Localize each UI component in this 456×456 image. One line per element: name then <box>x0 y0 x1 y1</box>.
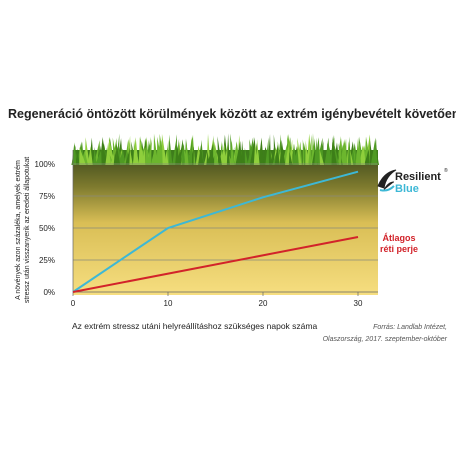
y-tick-label: 100% <box>35 160 55 169</box>
grass-blade <box>214 144 219 165</box>
grass-blade <box>308 134 312 165</box>
grass-blade <box>217 136 222 165</box>
grass-blade <box>305 140 309 165</box>
grass-blade <box>297 137 302 165</box>
logo-text: Resilient <box>395 171 441 183</box>
grass-blade <box>328 145 332 165</box>
plot-background <box>73 150 378 295</box>
grass-blade <box>206 143 214 165</box>
grass-blade <box>162 142 167 165</box>
grass-blade <box>75 148 80 165</box>
annotation: réti perje <box>380 244 418 254</box>
grass <box>71 133 380 165</box>
grass-blade <box>240 140 245 165</box>
source: Olaszország, 2017. szeptember-október <box>323 336 448 343</box>
grass-blade <box>187 136 193 165</box>
grass-blade <box>364 149 370 165</box>
grass-blade <box>314 137 318 165</box>
logo: Resilient ® Blue <box>377 167 448 195</box>
grass-blade <box>256 139 260 165</box>
logo-text: ® <box>444 167 448 174</box>
grass-blade <box>198 145 204 165</box>
x-tick-label: 0 <box>71 299 76 308</box>
logo-icon <box>377 169 397 191</box>
grass-blade <box>319 149 325 165</box>
grass-blade <box>258 137 264 165</box>
grass-blade <box>337 143 342 165</box>
grass-blade <box>138 148 144 165</box>
grass-blade <box>134 146 140 165</box>
grass-blade <box>325 147 330 165</box>
grass-blade <box>332 136 337 165</box>
grass-blade <box>87 146 93 165</box>
grass-blade <box>175 143 181 165</box>
grass-blade <box>274 144 280 165</box>
grass-blade <box>253 142 258 165</box>
x-axis-label: Az extrém stressz utáni helyreállításhoz… <box>72 321 317 331</box>
grass-blade <box>95 149 102 165</box>
x-tick-label: 30 <box>354 299 363 308</box>
chart-title: Regeneráció öntözött körülmények között … <box>8 107 456 121</box>
y-axis-label-line: stressz után visszanyerik az eredeti áll… <box>24 157 31 303</box>
grass-blade <box>184 141 189 165</box>
grass-blade <box>113 148 118 165</box>
source: Forrás: Landlab Intézet, <box>373 324 447 331</box>
y-tick-label: 50% <box>39 224 55 233</box>
grass-blade <box>168 134 173 165</box>
grass-blade <box>265 137 270 165</box>
annotation: Átlagos <box>382 233 415 243</box>
grass-blade <box>244 147 249 165</box>
grass-blade <box>230 140 235 165</box>
grass-blade <box>292 143 297 165</box>
y-tick-label: 25% <box>39 256 55 265</box>
grass-blade <box>181 139 186 165</box>
grass-blade <box>355 141 362 165</box>
grass-blade <box>145 136 150 165</box>
grass-blade <box>125 147 130 165</box>
x-tick-label: 20 <box>259 299 268 308</box>
logo-icon <box>379 185 395 192</box>
grass-blade <box>370 137 378 165</box>
grass-blade <box>150 146 156 165</box>
series-line <box>72 170 359 293</box>
grass-blade <box>189 146 194 165</box>
grass-blade <box>347 136 352 165</box>
y-tick-label: 75% <box>39 192 55 201</box>
grass-blade <box>116 142 121 165</box>
grass-blade <box>279 139 286 165</box>
soil <box>73 150 378 295</box>
y-axis-label-line: A növények azon százaléka, amelyek extré… <box>15 160 22 300</box>
logo-text: Blue <box>395 183 419 195</box>
grass-blade <box>364 136 371 165</box>
grass-blade <box>235 141 243 165</box>
grass-blade <box>165 149 169 165</box>
grass-blade <box>92 147 97 165</box>
y-axis-label: A növények azon százaléka, amelyek extré… <box>15 157 31 303</box>
grass-blade <box>105 142 111 165</box>
x-tick-label: 10 <box>164 299 173 308</box>
grass-blade <box>226 133 230 165</box>
grass-blade <box>285 136 290 165</box>
series-line <box>72 235 359 293</box>
grass-blade <box>79 146 86 165</box>
y-tick-label: 0% <box>43 288 55 297</box>
